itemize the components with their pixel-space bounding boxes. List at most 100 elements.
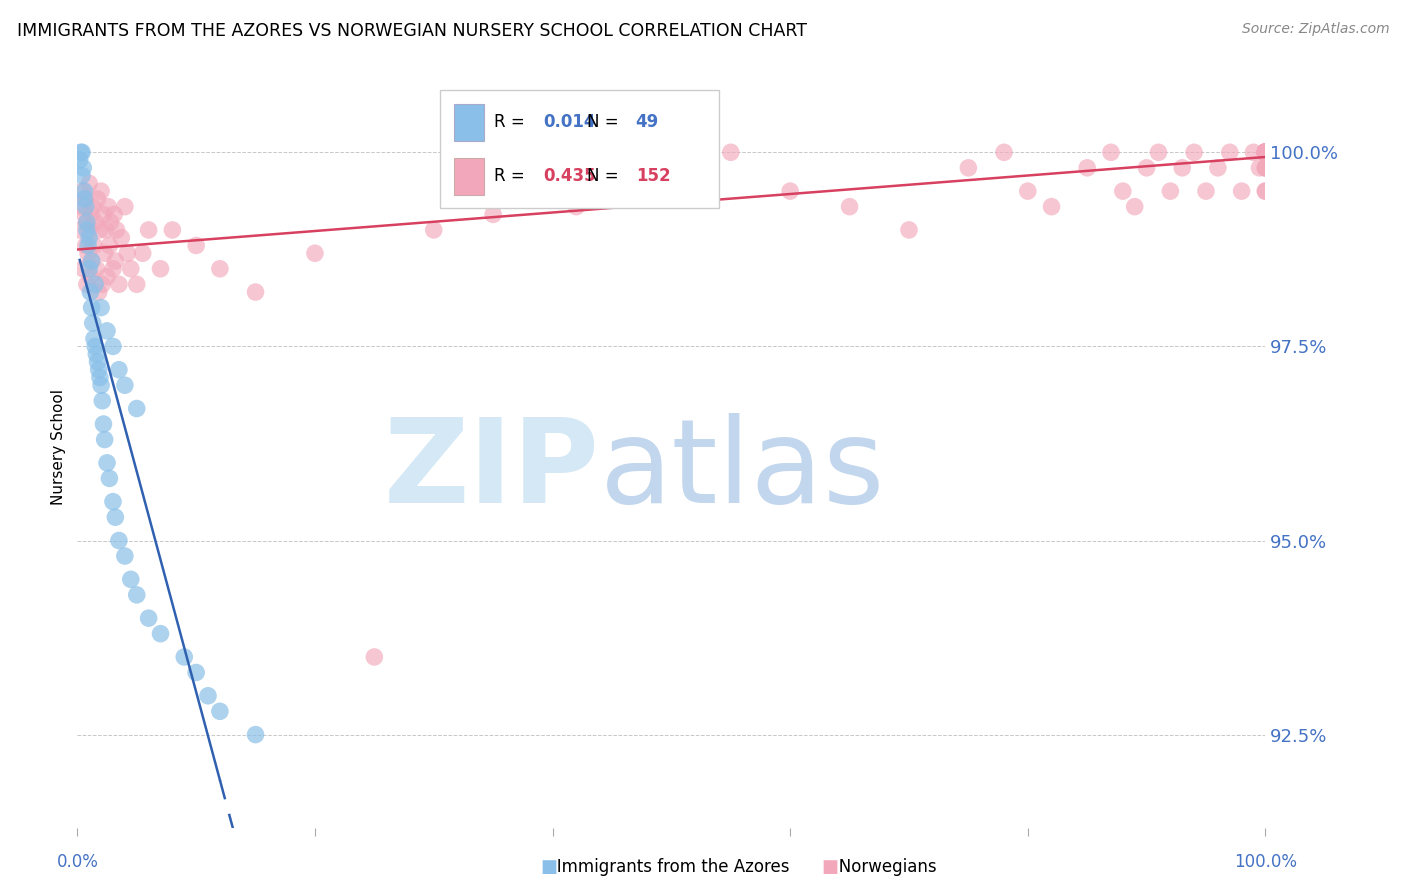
Point	[149, 261, 172, 276]
Point	[98, 238, 121, 252]
Point	[1254, 145, 1277, 160]
Point	[1254, 145, 1277, 160]
Point	[87, 285, 110, 299]
Point	[957, 161, 980, 175]
Point	[77, 223, 100, 237]
Point	[1254, 145, 1277, 160]
Point	[87, 362, 110, 376]
Point	[197, 689, 219, 703]
Text: atlas: atlas	[600, 413, 886, 528]
Point	[1254, 145, 1277, 160]
Point	[1254, 145, 1277, 160]
Point	[70, 169, 93, 183]
Point	[1254, 145, 1277, 160]
Point	[1195, 184, 1218, 198]
Point	[1254, 145, 1277, 160]
Point	[1254, 145, 1277, 160]
Point	[1254, 145, 1277, 160]
Point	[72, 261, 94, 276]
Point	[1254, 145, 1277, 160]
Point	[1171, 161, 1194, 175]
Point	[1099, 145, 1122, 160]
Point	[186, 238, 208, 252]
Text: R =: R =	[495, 167, 530, 185]
Point	[1254, 145, 1277, 160]
Point	[1254, 145, 1277, 160]
Point	[1254, 145, 1277, 160]
Point	[1254, 145, 1277, 160]
Point	[93, 207, 115, 221]
Point	[1230, 184, 1253, 198]
Point	[1076, 161, 1098, 175]
Point	[1254, 145, 1277, 160]
Point	[101, 339, 124, 353]
FancyBboxPatch shape	[454, 104, 484, 141]
Point	[1254, 184, 1277, 198]
Point	[1254, 145, 1277, 160]
Text: N =: N =	[588, 112, 624, 130]
Point	[838, 200, 860, 214]
Point	[1254, 145, 1277, 160]
Point	[77, 230, 100, 244]
Point	[80, 301, 103, 315]
Point	[423, 223, 446, 237]
Point	[1254, 145, 1277, 160]
Point	[1243, 145, 1265, 160]
Point	[1254, 145, 1277, 160]
Point	[1254, 145, 1277, 160]
Point	[720, 145, 742, 160]
Point	[80, 207, 103, 221]
Point	[1017, 184, 1039, 198]
Point	[84, 339, 107, 353]
Text: 100.0%: 100.0%	[1234, 853, 1296, 871]
Point	[101, 494, 124, 508]
Point	[91, 393, 114, 408]
Point	[1254, 145, 1277, 160]
Point	[82, 316, 104, 330]
Point	[108, 362, 131, 376]
Point	[613, 145, 636, 160]
Point	[114, 378, 136, 392]
Point	[482, 207, 505, 221]
Point	[898, 223, 921, 237]
Point	[76, 215, 98, 229]
Point	[1147, 145, 1170, 160]
Point	[1254, 145, 1277, 160]
Point	[115, 246, 138, 260]
Point	[77, 261, 100, 276]
Text: 0.0%: 0.0%	[56, 853, 98, 871]
Point	[110, 230, 132, 244]
Point	[82, 200, 104, 214]
Point	[86, 261, 108, 276]
Point	[1254, 145, 1277, 160]
Point	[1254, 161, 1277, 175]
Point	[245, 285, 267, 299]
Point	[1254, 145, 1277, 160]
Text: N =: N =	[588, 167, 624, 185]
Point	[1254, 145, 1277, 160]
Text: ■: ■	[821, 858, 838, 876]
Point	[1254, 145, 1277, 160]
Point	[1254, 145, 1277, 160]
Point	[86, 347, 108, 361]
Point	[69, 223, 91, 237]
Point	[77, 246, 100, 260]
Point	[100, 215, 122, 229]
Point	[93, 433, 115, 447]
Point	[79, 269, 101, 284]
Point	[1254, 145, 1277, 160]
Point	[77, 238, 100, 252]
Point	[1254, 145, 1277, 160]
Text: 0.435: 0.435	[543, 167, 596, 185]
Point	[1254, 145, 1277, 160]
Point	[73, 184, 96, 198]
Point	[565, 200, 588, 214]
Point	[76, 215, 98, 229]
Point	[70, 145, 93, 160]
Point	[1254, 145, 1277, 160]
Point	[1254, 145, 1277, 160]
Point	[84, 215, 107, 229]
Point	[162, 223, 184, 237]
Point	[1254, 145, 1277, 160]
Point	[138, 223, 160, 237]
